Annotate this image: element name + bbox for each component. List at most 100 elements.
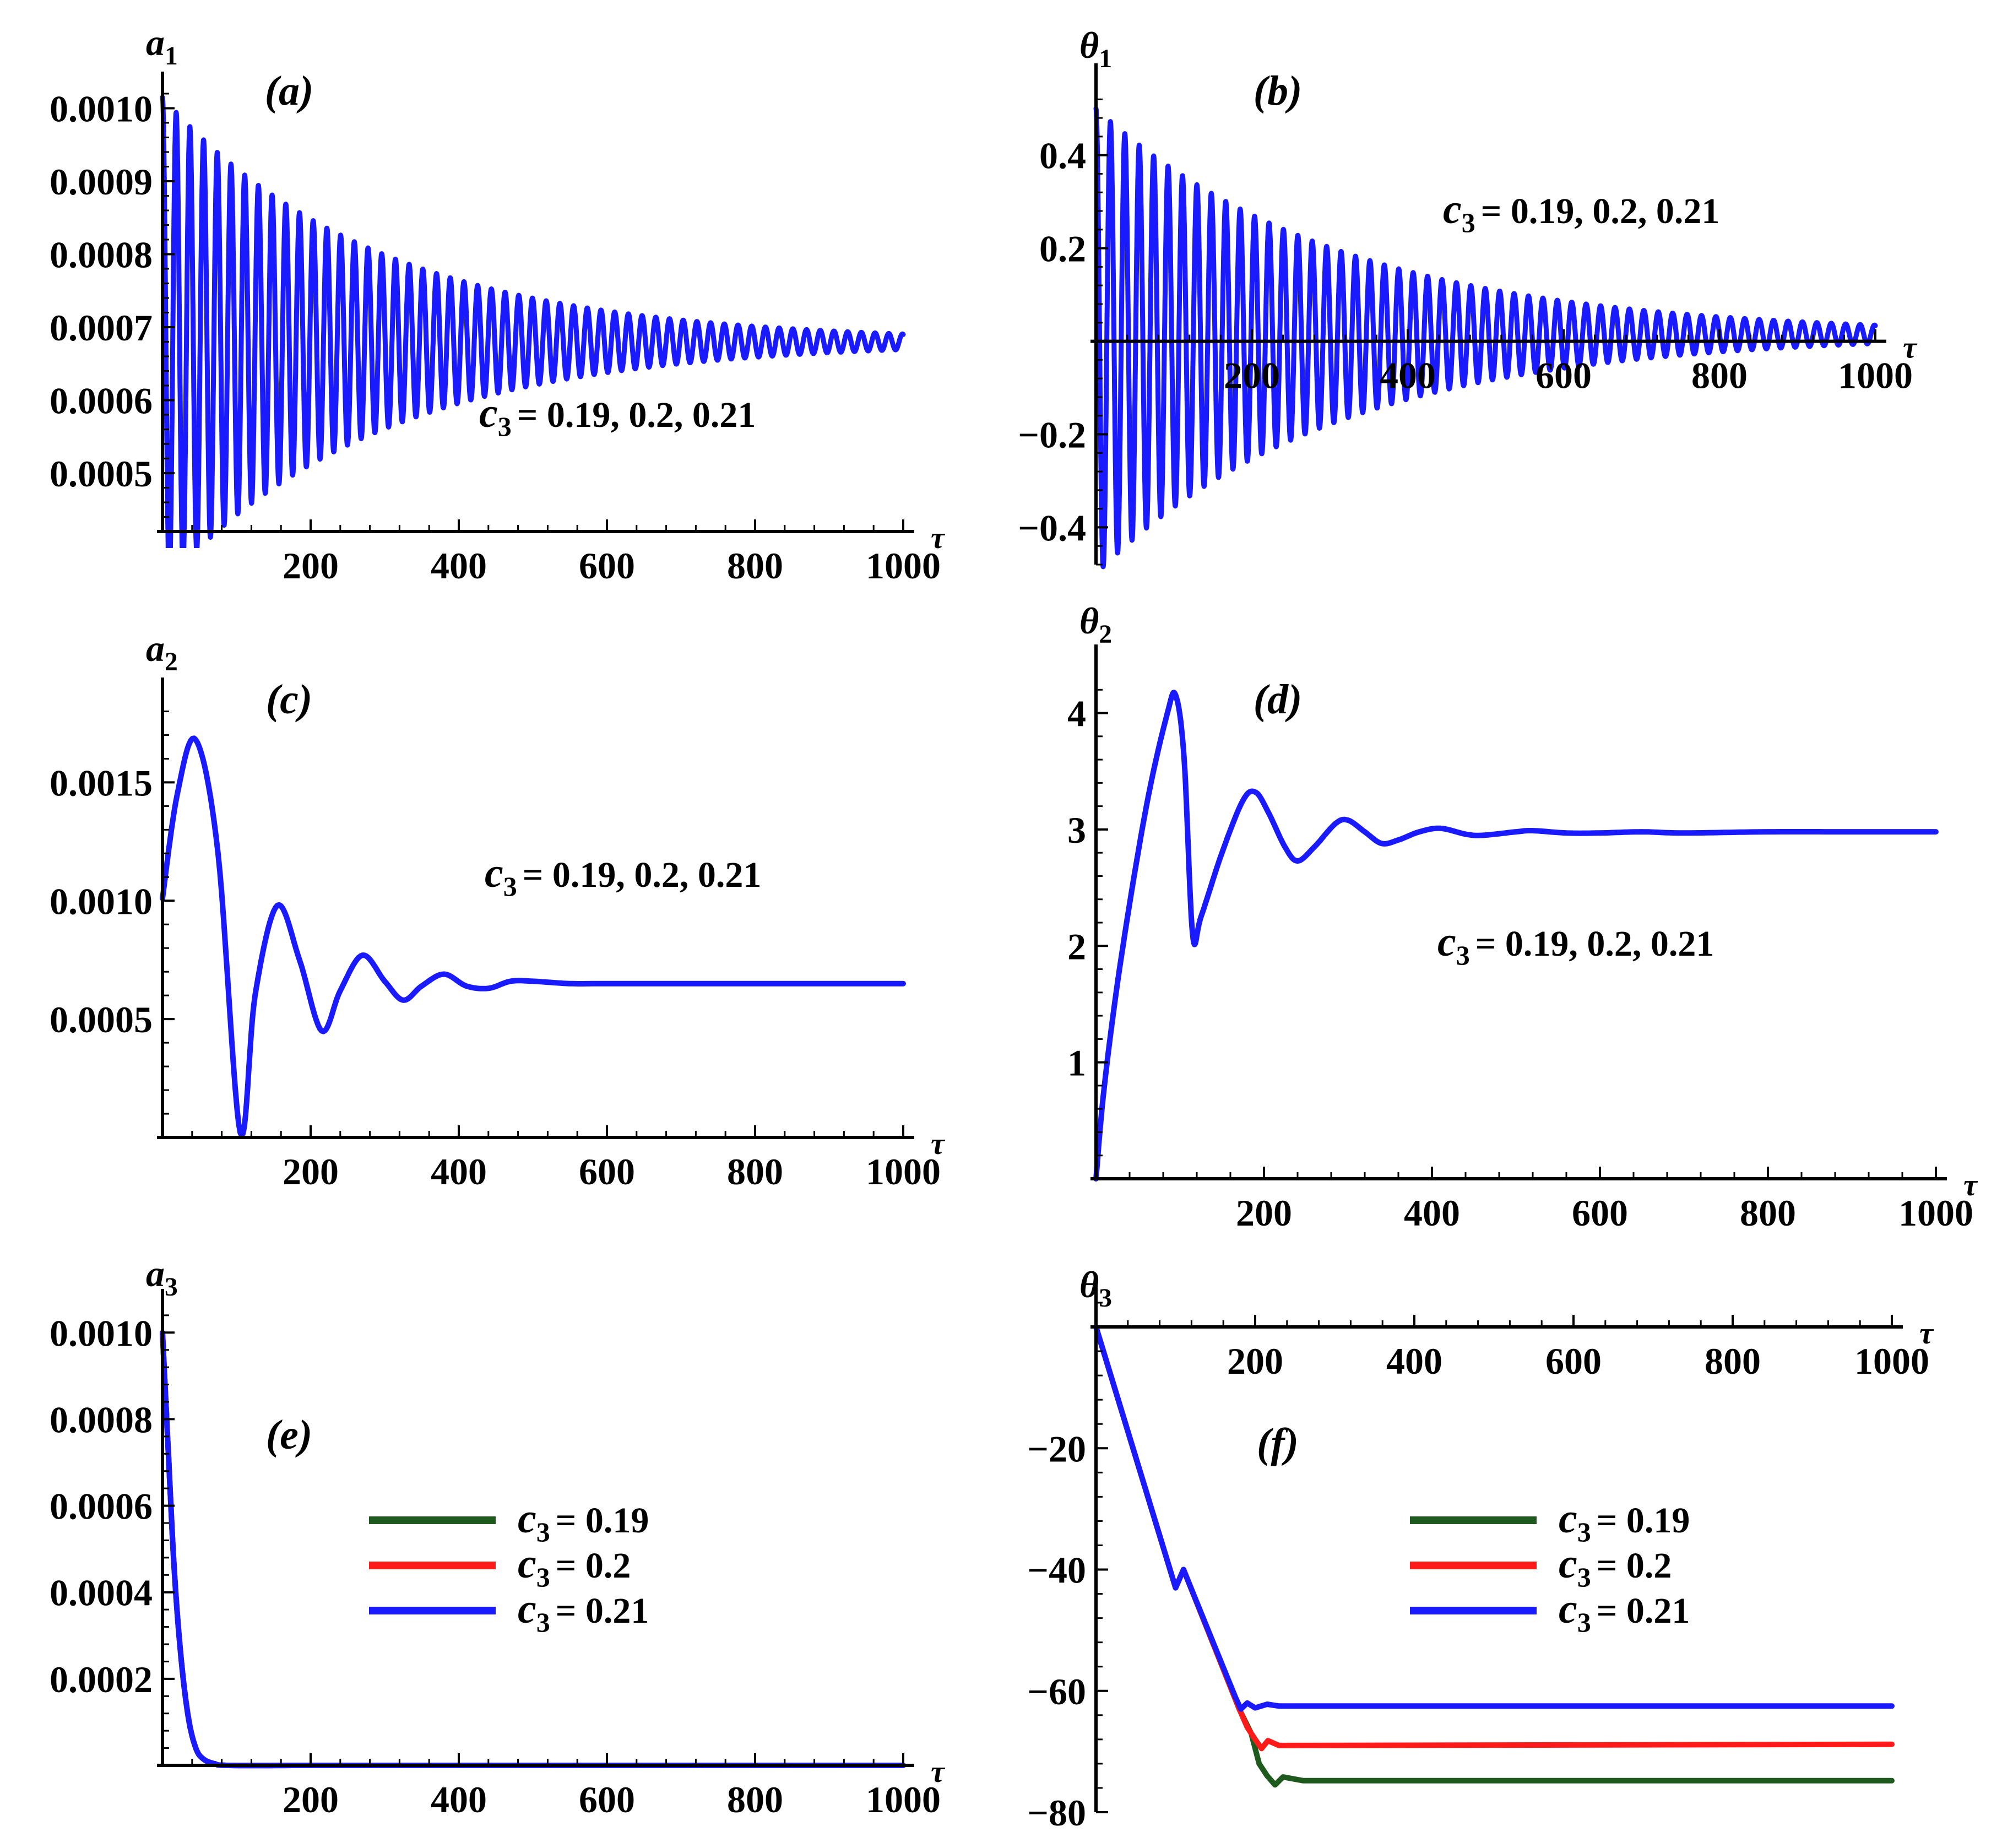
y-tick-label: −0.2: [1018, 414, 1086, 456]
x-tick-label: 200: [1227, 1340, 1283, 1382]
x-tick-label: 400: [431, 1779, 487, 1820]
x-tick-label: 1000: [866, 1151, 941, 1193]
y-axis-label: θ2: [1079, 600, 1112, 649]
y-tick-label: 0.0008: [50, 1399, 153, 1440]
x-tick-label: 600: [1535, 355, 1592, 397]
panel-label: (d): [1254, 676, 1303, 723]
x-tick-label: 400: [1386, 1340, 1442, 1382]
legend-label: c3 = 0.21: [518, 1586, 649, 1638]
legend-label: c3 = 0.2: [1559, 1541, 1672, 1592]
legend-label: c3 = 0.2: [518, 1541, 631, 1592]
x-tick-label: 1000: [1854, 1340, 1929, 1382]
y-tick-label: 0.0004: [50, 1572, 153, 1614]
y-tick-label: 0.0008: [50, 234, 153, 276]
y-tick-label: 0.0015: [50, 762, 153, 804]
series-line-1: [160, 95, 906, 548]
x-tick-label: 800: [727, 1151, 783, 1193]
panel-label: (f): [1257, 1420, 1299, 1466]
x-tick-label: 600: [1572, 1192, 1628, 1234]
y-tick-label: 0.2: [1039, 228, 1086, 270]
y-tick-label: −0.4: [1018, 507, 1086, 549]
x-tick-label: 600: [579, 545, 635, 587]
y-tick-label: 0.0010: [50, 880, 153, 922]
y-tick-label: 0.0006: [50, 380, 153, 422]
parameter-annotation: c3 = 0.19, 0.2, 0.21: [479, 390, 756, 442]
parameter-annotation: c3 = 0.19, 0.2, 0.21: [485, 850, 761, 902]
x-tick-label: 400: [431, 545, 487, 587]
x-axis-label: τ: [1903, 331, 1918, 365]
x-tick-label: 1000: [866, 545, 941, 587]
x-axis-label: τ: [931, 1127, 946, 1161]
panel-label: (e): [266, 1412, 312, 1458]
x-axis-label: τ: [1963, 1168, 1978, 1202]
y-axis-label: θ1: [1079, 24, 1112, 73]
y-tick-label: 0.0007: [50, 307, 153, 349]
legend-label: c3 = 0.19: [518, 1495, 649, 1547]
panel-label: (b): [1254, 68, 1303, 114]
x-tick-label: 200: [1236, 1192, 1292, 1234]
x-tick-label: 400: [1380, 355, 1436, 397]
panel-label: (a): [265, 68, 314, 114]
y-tick-label: −60: [1027, 1671, 1086, 1712]
y-tick-label: −80: [1027, 1792, 1086, 1834]
y-tick-label: 2: [1067, 925, 1086, 967]
x-tick-label: 400: [1404, 1192, 1460, 1234]
y-tick-label: −20: [1027, 1428, 1086, 1470]
x-tick-label: 200: [283, 1151, 339, 1193]
y-tick-label: 1: [1067, 1042, 1086, 1084]
x-tick-label: 400: [431, 1151, 487, 1193]
y-axis-label: a3: [146, 1253, 178, 1302]
x-tick-label: 200: [283, 1779, 339, 1820]
parameter-annotation: c3 = 0.19, 0.2, 0.21: [1437, 919, 1714, 971]
y-axis-label: a2: [146, 627, 178, 676]
x-axis-label: τ: [931, 1755, 946, 1789]
y-tick-label: 0.4: [1039, 135, 1086, 177]
series-line-1: [1093, 106, 1878, 570]
x-tick-label: 600: [1545, 1340, 1602, 1382]
y-tick-label: 0.0005: [50, 453, 153, 495]
x-tick-label: 200: [1224, 355, 1280, 397]
x-tick-label: 600: [579, 1151, 635, 1193]
x-tick-label: 1000: [1898, 1192, 1973, 1234]
series-line-1: [1093, 1324, 1895, 1788]
y-tick-label: 0.0002: [50, 1659, 153, 1700]
series-line-2: [1093, 1324, 1895, 1752]
x-tick-label: 200: [283, 545, 339, 587]
x-tick-label: 800: [1705, 1340, 1761, 1382]
x-tick-label: 600: [579, 1779, 635, 1820]
parameter-annotation: c3 = 0.19, 0.2, 0.21: [1443, 186, 1719, 238]
x-tick-label: 800: [727, 1779, 783, 1820]
y-tick-label: 0.0009: [50, 161, 153, 203]
y-tick-label: −40: [1027, 1549, 1086, 1591]
x-tick-label: 800: [727, 545, 783, 587]
y-tick-label: 0.0010: [50, 1312, 153, 1354]
y-tick-label: 0.0006: [50, 1486, 153, 1527]
panel-label: (c): [266, 676, 312, 723]
legend-label: c3 = 0.19: [1559, 1495, 1690, 1547]
y-tick-label: 0.0005: [50, 999, 153, 1040]
y-tick-label: 0.0010: [50, 88, 153, 130]
series-line-3: [1093, 1324, 1895, 1712]
x-tick-label: 1000: [866, 1779, 941, 1820]
series-line-1: [1093, 690, 1939, 1182]
x-tick-label: 800: [1740, 1192, 1796, 1234]
y-tick-label: 3: [1067, 809, 1086, 851]
x-axis-label: τ: [1919, 1316, 1934, 1351]
series-line-1: [160, 735, 906, 1139]
x-axis-label: τ: [931, 521, 946, 555]
x-tick-label: 1000: [1838, 355, 1913, 397]
y-tick-label: 4: [1067, 693, 1086, 735]
y-axis-label: a1: [146, 21, 178, 71]
x-tick-label: 800: [1691, 355, 1748, 397]
legend-label: c3 = 0.21: [1559, 1586, 1690, 1638]
y-axis-label: θ3: [1079, 1264, 1112, 1313]
